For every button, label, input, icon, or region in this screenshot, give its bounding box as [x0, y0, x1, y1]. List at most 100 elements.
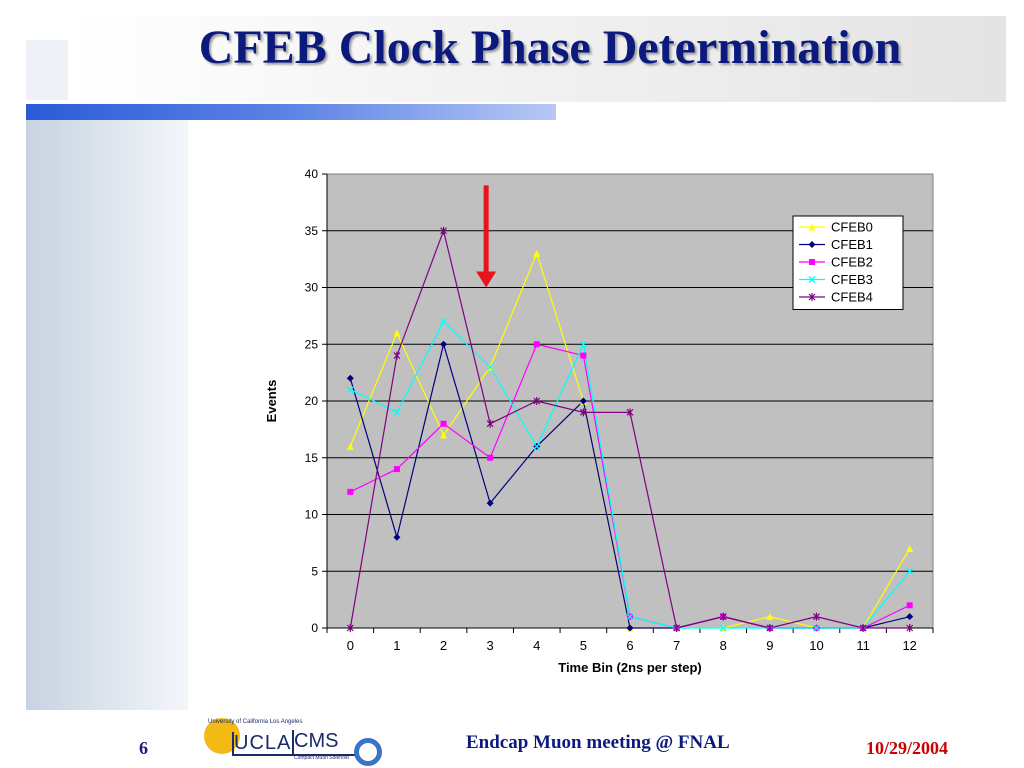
logo-cms-subtitle: Compact Muon Solenoid: [294, 755, 349, 761]
x-tick-label: 10: [809, 638, 823, 653]
data-point: [673, 624, 681, 632]
data-point: [440, 318, 447, 326]
data-point: [393, 329, 401, 337]
logo-cms-frame: [292, 730, 358, 756]
data-point: [626, 613, 634, 621]
data-point: [579, 397, 587, 405]
logo-ucla-text: UCLA: [234, 732, 292, 754]
data-point: [808, 241, 816, 248]
y-tick-label: 30: [305, 281, 319, 295]
data-point: [440, 340, 448, 348]
y-tick-label: 10: [305, 508, 319, 522]
data-point: [440, 431, 448, 439]
slide-title: CFEB Clock Phase Determination: [198, 21, 902, 74]
logo-cms-text: CMS: [294, 730, 339, 752]
data-point: [346, 386, 354, 394]
data-point: [859, 624, 867, 632]
y-tick-labels: 0 5 10 15 20 25 30 35 40: [305, 167, 319, 635]
data-point: [486, 419, 494, 428]
data-point: [533, 442, 541, 450]
x-tick-label: 1: [393, 638, 400, 653]
x-tick-label: 6: [626, 638, 633, 653]
data-point: [393, 533, 401, 541]
legend-item: CFEB1: [799, 237, 873, 252]
data-point: [579, 340, 587, 348]
slide-date: 10/29/2004: [866, 738, 949, 758]
data-point: [626, 624, 634, 632]
arrow-annotation: [476, 185, 497, 288]
series-markers-cfeb4: [346, 226, 914, 632]
arrow-head-icon: [476, 271, 497, 288]
data-point: [766, 624, 774, 632]
data-point: [533, 249, 541, 257]
data-point: [393, 466, 400, 473]
logo-university-text: University of California Los Angeles: [208, 719, 303, 725]
data-point: [486, 363, 494, 371]
legend-item: CFEB4: [799, 290, 873, 305]
x-tick-label: 12: [902, 638, 916, 653]
legend-item: CFEB2: [799, 255, 873, 270]
legend-item: CFEB0: [799, 220, 873, 235]
decorative-square: [26, 40, 68, 100]
data-point: [809, 259, 815, 265]
x-tick-label: 2: [440, 638, 447, 653]
legend-label: CFEB2: [831, 255, 873, 270]
legend-label: CFEB4: [831, 290, 873, 305]
data-point: [580, 352, 587, 359]
data-point: [813, 612, 820, 621]
data-point: [346, 442, 354, 450]
data-point: [347, 488, 354, 495]
logo-ring-icon: [354, 738, 382, 766]
data-point: [906, 567, 914, 575]
y-tick-label: 40: [305, 167, 319, 181]
left-side-panel: [26, 120, 188, 710]
data-point: [813, 624, 820, 632]
data-point: [906, 545, 914, 553]
y-tick-label: 15: [305, 451, 319, 465]
y-tick-label: 0: [311, 621, 318, 635]
data-point: [719, 612, 727, 621]
x-tick-label: 4: [533, 638, 540, 653]
data-point: [906, 624, 914, 632]
x-tick-label: 8: [720, 638, 727, 653]
legend: CFEB0 CFEB1 CFEB2 CFEB3 CFEB4: [792, 215, 904, 310]
data-point: [393, 351, 401, 360]
x-tick-labels: 0 1 2 3 4 5 6 7 8 9 10 11 12: [347, 638, 917, 653]
data-point: [487, 454, 494, 461]
y-tick-label: 20: [305, 394, 319, 408]
data-point: [579, 408, 587, 417]
data-point: [440, 226, 447, 235]
data-point: [440, 420, 447, 427]
x-tick-label: 7: [673, 638, 680, 653]
page-number: 6: [139, 738, 148, 758]
logo-ucla-frame: [232, 732, 294, 756]
data-point: [486, 499, 494, 507]
ucla-cms-logo: University of California Los Angeles UCL…: [204, 716, 386, 768]
x-tick-label: 3: [487, 638, 494, 653]
x-tick-label: 9: [766, 638, 773, 653]
data-point: [533, 397, 541, 405]
y-tick-label: 35: [305, 224, 319, 238]
data-point: [626, 408, 634, 417]
data-point: [808, 293, 816, 301]
legend-label: CFEB0: [831, 220, 873, 235]
series-markers: [346, 226, 914, 632]
data-point: [346, 374, 354, 382]
meeting-name: Endcap Muon meeting @ FNAL: [466, 732, 730, 753]
legend-label: CFEB3: [831, 272, 873, 287]
x-axis-label: Time Bin (2ns per step): [558, 660, 702, 675]
data-point: [719, 624, 727, 632]
data-point: [766, 613, 774, 621]
title-band: [68, 16, 1006, 102]
logo-sun-circle: [204, 718, 240, 754]
legend-label: CFEB1: [831, 237, 873, 252]
x-tick-label: 11: [856, 638, 870, 653]
y-axis-label: Events: [264, 380, 279, 423]
data-point: [533, 341, 540, 348]
y-tick-label: 5: [311, 564, 318, 578]
title-underline-bar: [26, 104, 556, 120]
data-point: [808, 223, 816, 231]
x-tick-label: 5: [580, 638, 587, 653]
legend-item: CFEB3: [799, 272, 873, 287]
